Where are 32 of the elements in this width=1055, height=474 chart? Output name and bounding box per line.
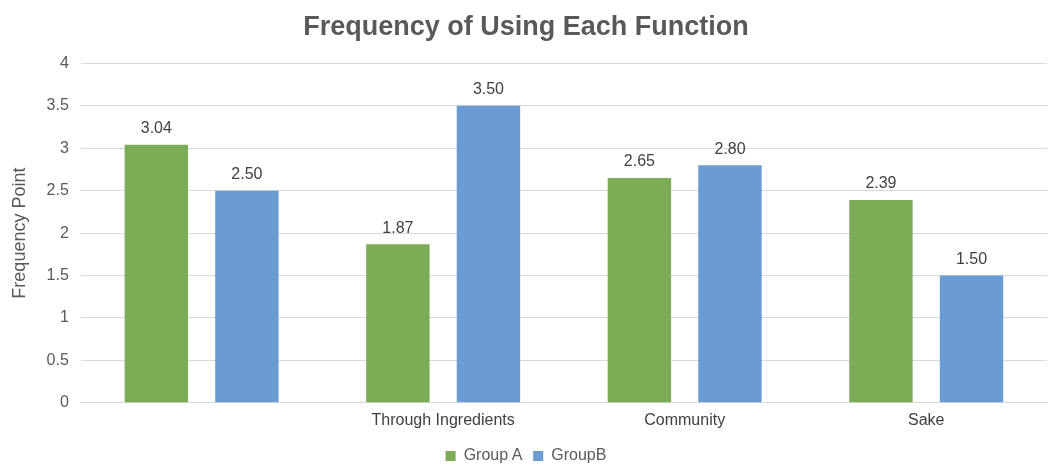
bar (456, 105, 521, 403)
y-tick-label: 1.5 (46, 265, 69, 283)
data-label: 3.04 (140, 119, 172, 137)
y-tick-label: 4 (59, 53, 69, 71)
data-label: 1.50 (955, 249, 988, 267)
chart-title: Frequency of Using Each Function (303, 10, 749, 41)
data-label: 2.39 (865, 174, 897, 192)
bar (698, 165, 762, 403)
bar (849, 200, 913, 403)
data-label: 3.50 (472, 80, 505, 98)
y-tick-label: 2 (59, 223, 69, 241)
bar (124, 144, 189, 403)
y-tick-label: 0.5 (46, 350, 69, 368)
bar (366, 244, 430, 403)
x-tick-label: Through Ingredients (371, 410, 515, 428)
data-label: 2.65 (623, 152, 656, 170)
y-tick-label: 1 (59, 308, 69, 326)
bar (939, 275, 1004, 403)
y-tick-label: 2.5 (46, 181, 69, 199)
data-label: 2.80 (714, 139, 746, 157)
x-tick-label: Community (644, 410, 726, 428)
x-tick-label: Sake (908, 410, 945, 428)
legend-label: GroupB (551, 446, 607, 464)
legend-label: Group A (463, 446, 523, 464)
y-tick-label: 3.5 (46, 96, 69, 114)
bar (607, 177, 672, 403)
y-axis-title: Frequency Point (8, 167, 29, 299)
data-label: 2.50 (231, 165, 263, 183)
data-label: 1.87 (382, 218, 414, 236)
y-tick-label: 0 (59, 393, 69, 411)
y-tick-label: 3 (59, 138, 69, 156)
bar (215, 190, 279, 403)
